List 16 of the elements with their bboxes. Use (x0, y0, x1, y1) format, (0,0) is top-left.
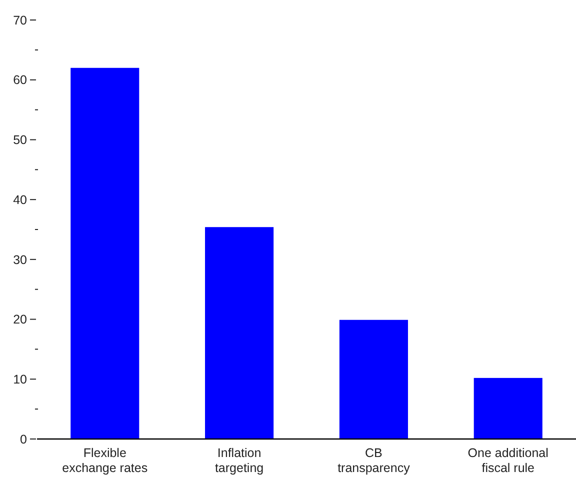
x-tick-label: Flexible exchange rates (62, 446, 148, 475)
bar (339, 320, 408, 439)
bar (205, 227, 274, 439)
bar (70, 68, 140, 439)
y-tick-label: 40 (13, 192, 28, 207)
y-tick-label: 70 (13, 13, 28, 28)
y-tick-label: 50 (13, 133, 28, 148)
x-tick-label: CB transparency (338, 446, 411, 475)
y-tick-label: 30 (13, 252, 28, 267)
x-tick-label: Inflation targeting (214, 446, 264, 475)
x-tick-label: One additional fiscal rule (468, 446, 548, 475)
bar (474, 378, 542, 439)
y-tick-label: 20 (13, 312, 28, 327)
y-tick-label: 10 (13, 372, 28, 387)
y-tick-label: 60 (13, 73, 28, 88)
y-tick-label: 0 (20, 432, 28, 446)
